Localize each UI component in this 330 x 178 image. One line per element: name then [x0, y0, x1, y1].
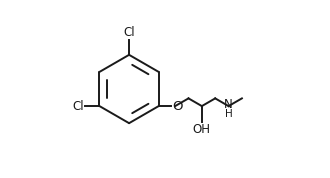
Text: Cl: Cl	[73, 100, 84, 112]
Text: Cl: Cl	[123, 25, 135, 38]
Text: N: N	[224, 98, 233, 111]
Text: H: H	[225, 109, 232, 119]
Text: O: O	[172, 100, 183, 112]
Text: OH: OH	[193, 123, 211, 136]
